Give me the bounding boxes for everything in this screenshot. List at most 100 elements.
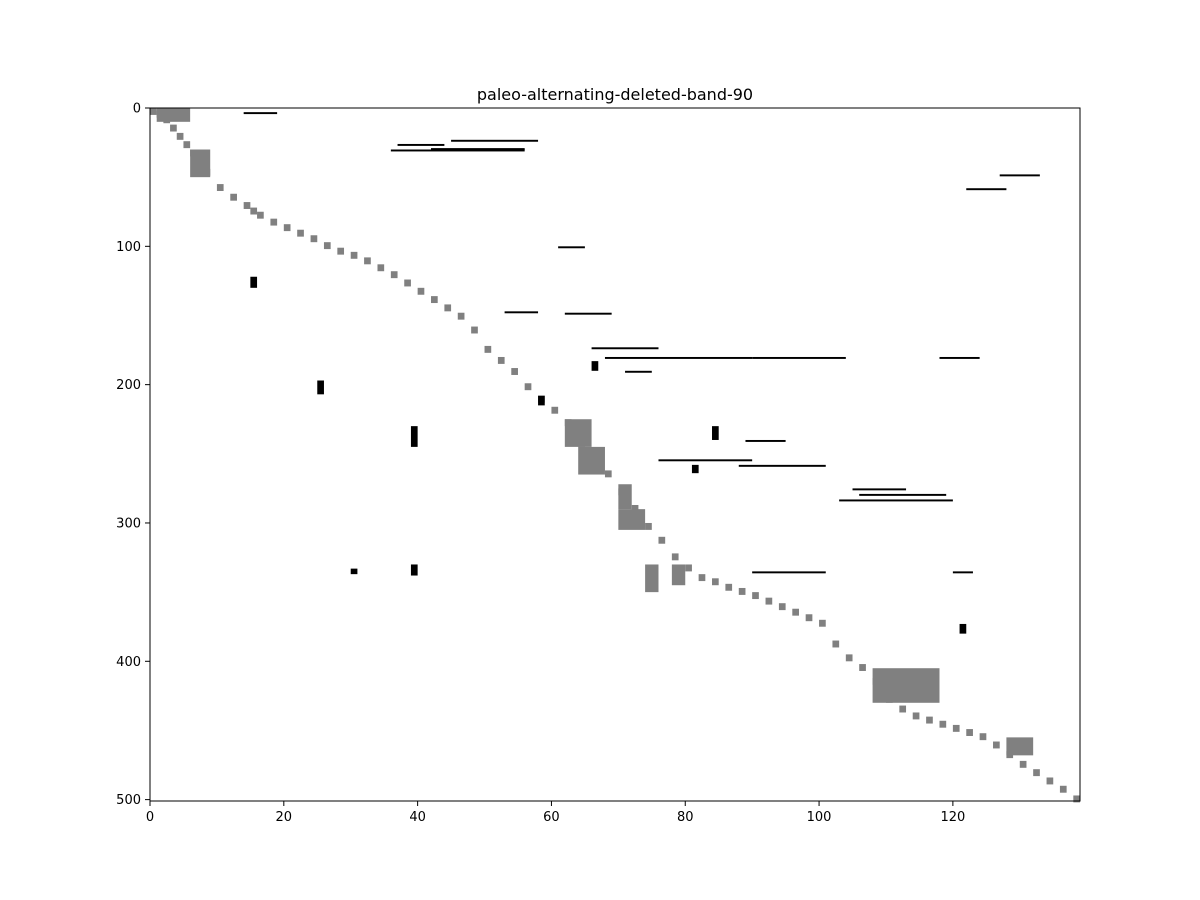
band-cell — [778, 603, 786, 611]
band-cell — [457, 312, 465, 320]
x-tick-label: 40 — [409, 810, 426, 825]
deleted-run — [852, 488, 907, 491]
deleted-run — [839, 499, 953, 502]
deleted-block — [538, 395, 545, 406]
band-cell — [230, 193, 237, 201]
band-cell — [216, 184, 224, 191]
band-cell — [966, 729, 973, 736]
band-cell — [484, 345, 492, 353]
band-cell — [819, 619, 826, 627]
deleted-run — [752, 571, 826, 574]
deleted-run — [999, 174, 1040, 177]
deleted-run — [625, 370, 652, 373]
deleted-block — [712, 426, 719, 440]
band-cell — [805, 614, 813, 622]
deleted-run — [390, 149, 525, 152]
y-tick-label: 300 — [116, 516, 141, 531]
band-cell — [444, 304, 452, 312]
band-cell — [1033, 769, 1040, 777]
deleted-run — [564, 312, 612, 315]
chart-title: paleo-alternating-deleted-band-90 — [477, 85, 753, 104]
deleted-run — [966, 188, 1007, 191]
band-cell — [859, 664, 866, 671]
band-cell — [752, 592, 759, 600]
deleted-block — [959, 623, 967, 634]
deleted-run — [859, 493, 947, 496]
band-cell — [993, 741, 1000, 749]
band-cell — [511, 368, 518, 375]
band-cell — [712, 578, 719, 586]
band-cell — [1046, 777, 1054, 785]
deleted-run — [397, 143, 445, 146]
band-cluster — [645, 564, 659, 593]
band-cell — [170, 124, 177, 132]
band-cell — [524, 383, 532, 391]
band-cluster — [618, 509, 646, 530]
x-tick-label: 100 — [807, 810, 832, 825]
band-cell — [765, 597, 773, 605]
band-cell — [183, 141, 191, 149]
y-axis: 0 100 200 300 400 500 — [116, 102, 150, 808]
deleted-block — [691, 464, 699, 474]
deleted-run — [243, 112, 278, 115]
band-cell — [377, 264, 385, 272]
band-cell — [658, 536, 666, 544]
deleted-block — [410, 564, 418, 576]
x-tick-label: 60 — [543, 810, 560, 825]
deleted-run — [431, 148, 525, 151]
band-cluster — [564, 419, 592, 447]
band-cluster — [872, 668, 940, 703]
band-cluster — [156, 108, 191, 122]
x-tick-label: 80 — [677, 810, 694, 825]
heatmap-cells — [150, 108, 1080, 803]
deleted-run — [752, 356, 846, 359]
band-cell — [725, 583, 733, 591]
band-cell — [364, 257, 371, 265]
band-cell — [471, 326, 478, 334]
band-cell — [404, 279, 411, 287]
deleted-run — [558, 246, 585, 249]
band-cell — [912, 712, 920, 720]
band-cell — [631, 504, 639, 512]
band-cell — [792, 608, 799, 616]
x-tick-label: 20 — [276, 810, 293, 825]
y-tick-label: 500 — [116, 793, 141, 808]
band-cell — [926, 716, 933, 724]
x-tick-label: 0 — [146, 810, 154, 825]
band-cell — [243, 202, 251, 209]
plot-background — [150, 108, 1080, 801]
y-tick-label: 400 — [116, 655, 141, 670]
plot-area — [149, 107, 1081, 803]
band-cell — [270, 218, 278, 226]
band-cell — [297, 229, 304, 237]
band-cell — [390, 271, 398, 279]
deleted-run — [745, 439, 786, 442]
deleted-block — [410, 426, 418, 447]
band-cell — [604, 470, 612, 478]
band-cluster — [671, 564, 686, 586]
band-cell — [497, 356, 505, 364]
band-cell — [698, 574, 706, 582]
band-cluster — [578, 446, 605, 475]
band-cell — [939, 720, 947, 728]
band-cell — [645, 522, 652, 530]
band-cell — [176, 132, 184, 140]
deleted-run — [591, 347, 659, 350]
plot-frame — [149, 107, 1081, 802]
band-cell — [350, 251, 358, 259]
band-cell — [250, 207, 258, 215]
deleted-run — [504, 311, 539, 314]
deleted-run — [658, 459, 753, 462]
x-tick-label: 120 — [940, 810, 965, 825]
deleted-run — [939, 356, 980, 359]
band-cluster — [618, 484, 632, 510]
band-cluster — [190, 149, 211, 178]
band-cell — [323, 242, 331, 250]
band-cell — [1059, 785, 1067, 793]
band-cell — [899, 705, 907, 713]
deleted-block — [350, 568, 358, 575]
y-tick-label: 200 — [116, 378, 141, 393]
band-cell — [1073, 795, 1080, 803]
band-cell — [738, 587, 746, 595]
